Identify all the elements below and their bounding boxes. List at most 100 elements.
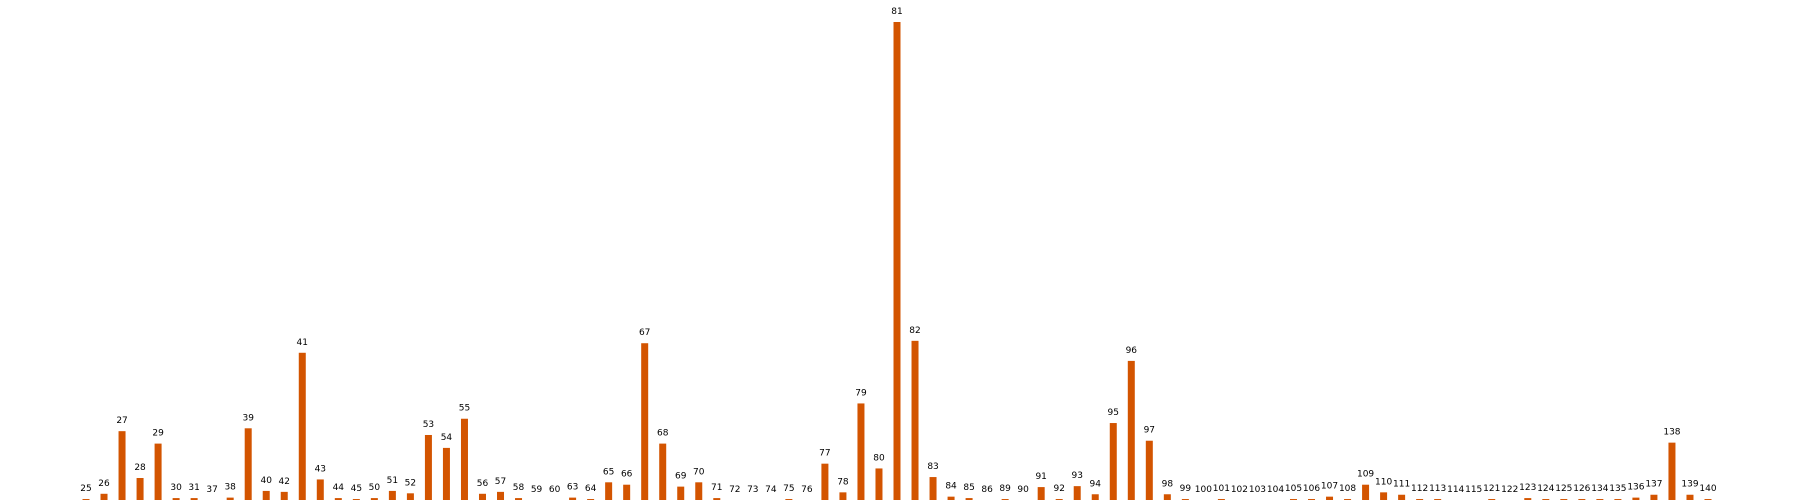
bar-label-84: 84: [945, 482, 957, 492]
bar-label-60: 60: [549, 485, 561, 495]
bar-29: [154, 443, 162, 500]
bar-label-31: 31: [188, 483, 199, 493]
bar-67: [641, 343, 649, 500]
bar-label-82: 82: [909, 326, 920, 336]
bar-label-57: 57: [495, 477, 506, 487]
bar-label-112: 112: [1411, 484, 1428, 494]
bar-50: [370, 498, 378, 500]
bar-94: [1091, 494, 1099, 500]
bar-label-64: 64: [585, 484, 597, 494]
bar-label-108: 108: [1339, 484, 1356, 494]
bar-label-69: 69: [675, 472, 687, 482]
bar-label-137: 137: [1645, 480, 1662, 490]
bar-71: [713, 498, 721, 500]
bar-label-121: 121: [1483, 484, 1500, 494]
bar-65: [605, 482, 613, 500]
bar-label-77: 77: [819, 449, 830, 459]
bar-label-138: 138: [1663, 428, 1680, 438]
bar-96: [1127, 360, 1135, 500]
bar-label-104: 104: [1267, 485, 1284, 495]
bar-label-140: 140: [1699, 484, 1716, 494]
bar-label-51: 51: [387, 476, 398, 486]
bar-83: [929, 477, 937, 500]
bar-label-109: 109: [1357, 470, 1374, 480]
bar-label-125: 125: [1555, 484, 1572, 494]
bar-label-44: 44: [333, 483, 345, 493]
bar-label-97: 97: [1144, 426, 1155, 436]
bar-label-134: 134: [1591, 484, 1608, 494]
bar-56: [478, 493, 486, 500]
bar-label-42: 42: [279, 477, 290, 487]
bar-42: [280, 491, 288, 500]
bar-label-73: 73: [747, 485, 758, 495]
bar-label-43: 43: [315, 464, 326, 474]
bars-layer: [82, 22, 1712, 500]
bar-label-122: 122: [1501, 485, 1518, 495]
bar-30: [172, 498, 180, 500]
bar-label-78: 78: [837, 477, 849, 487]
bar-label-41: 41: [297, 338, 308, 348]
bar-label-81: 81: [891, 7, 902, 17]
bar-label-54: 54: [441, 433, 453, 443]
bar-93: [1073, 486, 1081, 500]
bar-70: [695, 482, 703, 500]
bar-label-72: 72: [729, 485, 740, 495]
bar-79: [857, 403, 865, 500]
bar-label-59: 59: [531, 485, 543, 495]
bar-label-27: 27: [116, 416, 127, 426]
bar-82: [911, 340, 919, 500]
bar-label-55: 55: [459, 404, 470, 414]
bar-38: [226, 497, 234, 500]
bar-84: [947, 496, 955, 500]
bar-label-52: 52: [405, 478, 416, 488]
bar-label-40: 40: [260, 476, 272, 486]
bar-39: [244, 428, 252, 500]
bar-label-38: 38: [224, 483, 236, 493]
bar-label-110: 110: [1375, 477, 1392, 487]
bar-label-95: 95: [1108, 408, 1119, 418]
bar-label-89: 89: [999, 484, 1011, 494]
bar-98: [1163, 494, 1171, 500]
bar-label-70: 70: [693, 467, 705, 477]
bar-label-139: 139: [1681, 480, 1698, 490]
bar-label-74: 74: [765, 485, 777, 495]
bar-81: [893, 22, 901, 500]
bar-label-71: 71: [711, 483, 722, 493]
bar-95: [1109, 423, 1117, 500]
bar-26: [100, 493, 108, 500]
bar-28: [136, 478, 144, 500]
bar-label-66: 66: [621, 470, 633, 480]
bar-label-76: 76: [801, 485, 813, 495]
bar-label-99: 99: [1180, 484, 1192, 494]
bar-41: [298, 352, 306, 500]
bar-label-113: 113: [1429, 484, 1446, 494]
bar-85: [965, 498, 973, 500]
bar-97: [1145, 440, 1153, 500]
bar-label-25: 25: [80, 484, 91, 494]
bar-label-106: 106: [1303, 484, 1320, 494]
bar-63: [569, 497, 577, 500]
bar-label-63: 63: [567, 483, 578, 493]
bar-label-30: 30: [170, 483, 182, 493]
labels-layer: 25 26 27 28 29 30 31 37 38 39 40 42 41 43 44 45 50 51 52 53…: [80, 7, 1717, 495]
bar-68: [659, 443, 667, 500]
bar-109: [1362, 484, 1370, 500]
bar-40: [262, 490, 270, 500]
bar-80: [875, 468, 883, 500]
bar-77: [821, 463, 829, 500]
bar-label-75: 75: [783, 484, 794, 494]
bar-label-123: 123: [1519, 483, 1536, 493]
bar-label-45: 45: [351, 484, 362, 494]
bar-label-58: 58: [513, 483, 525, 493]
bar-label-39: 39: [242, 413, 254, 423]
bar-label-29: 29: [152, 429, 164, 439]
bar-66: [623, 484, 631, 500]
bar-label-79: 79: [855, 388, 867, 398]
bar-label-94: 94: [1090, 479, 1102, 489]
bar-label-86: 86: [981, 485, 993, 495]
bar-label-67: 67: [639, 328, 650, 338]
bar-label-91: 91: [1035, 472, 1046, 482]
bar-label-114: 114: [1447, 485, 1464, 495]
bar-label-103: 103: [1249, 485, 1266, 495]
